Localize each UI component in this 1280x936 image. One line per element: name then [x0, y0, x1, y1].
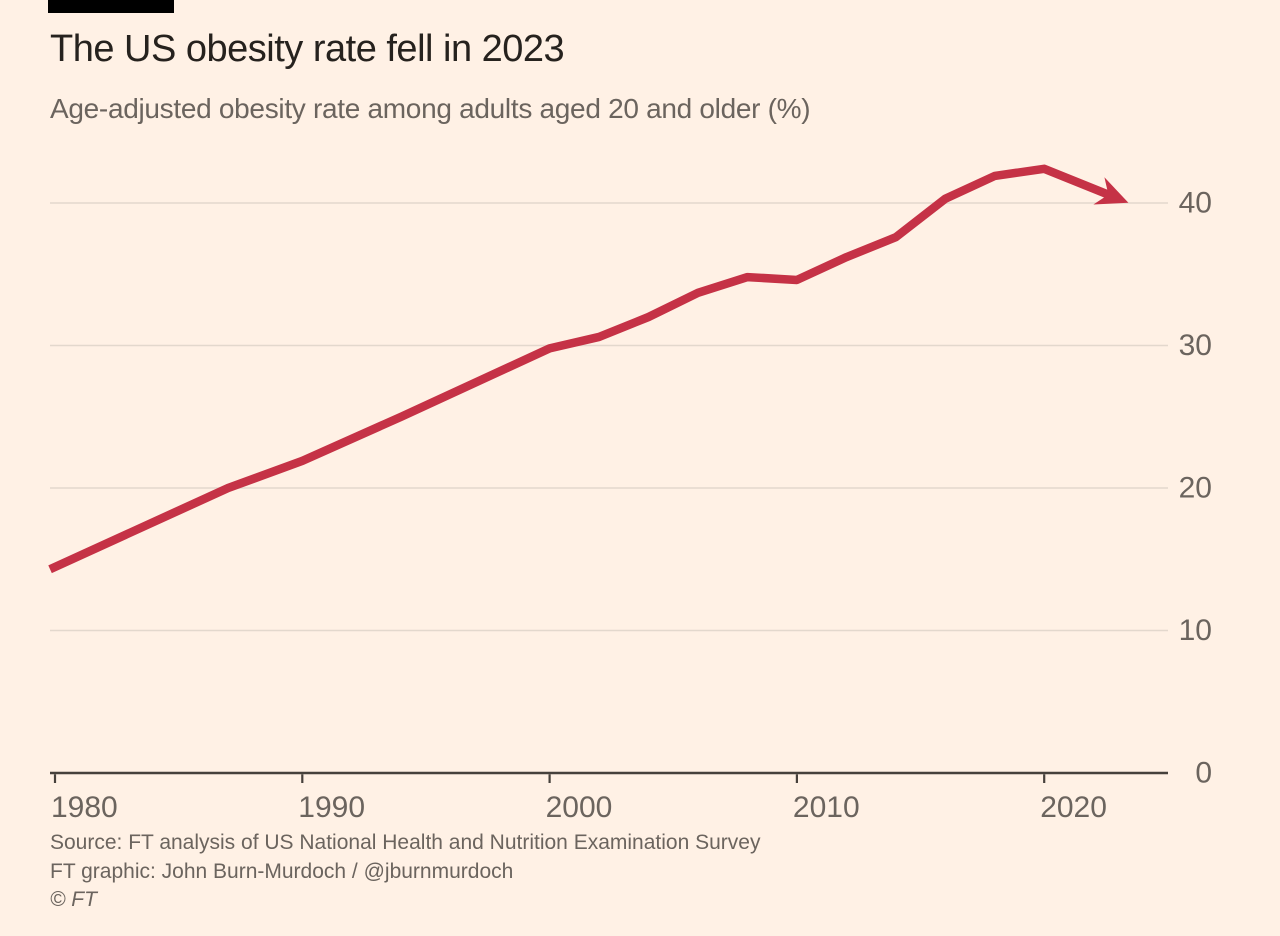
- ft-black-top-bar: [48, 0, 174, 13]
- y-tick-label-10: 10: [1179, 614, 1212, 647]
- x-tick-label-2010: 2010: [793, 791, 860, 824]
- x-tick-label-1990: 1990: [298, 791, 365, 824]
- y-tick-label-0: 0: [1195, 757, 1212, 790]
- graphic-credit: FT graphic: John Burn-Murdoch / @jburnmu…: [50, 860, 514, 883]
- source-note: Source: FT analysis of US National Healt…: [50, 831, 761, 854]
- chart-title: The US obesity rate fell in 2023: [50, 28, 565, 70]
- ft-copyright: © FT: [50, 888, 97, 911]
- y-tick-label-40: 40: [1179, 187, 1212, 220]
- x-tick-label-2020: 2020: [1040, 791, 1107, 824]
- chart-subtitle: Age-adjusted obesity rate among adults a…: [50, 93, 811, 124]
- x-tick-label-2000: 2000: [546, 791, 613, 824]
- x-tick-label-1980: 1980: [51, 791, 118, 824]
- obesity-rate-line: [48, 164, 1129, 574]
- y-tick-label-30: 30: [1179, 329, 1212, 362]
- y-tick-label-20: 20: [1179, 472, 1212, 505]
